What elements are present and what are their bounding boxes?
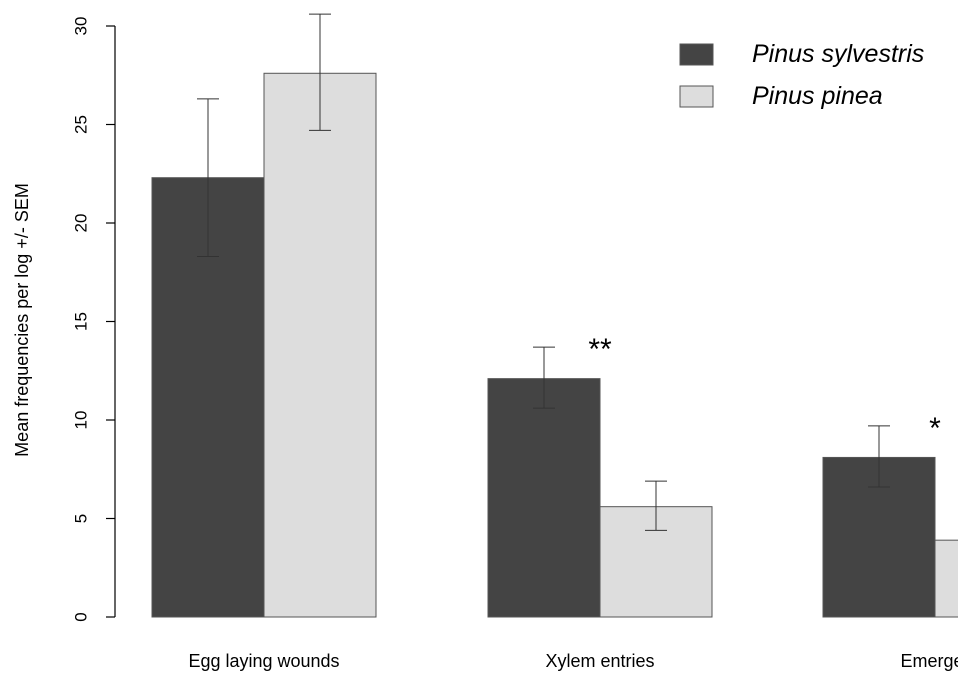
legend-swatch	[679, 43, 714, 66]
x-tick-label: Egg laying wounds	[188, 651, 339, 671]
significance-marker: **	[588, 333, 612, 366]
legend-swatch	[679, 85, 714, 108]
x-tick-label: Xylem entries	[545, 651, 654, 671]
y-axis-label: Mean frequencies per log +/- SEM	[12, 183, 32, 457]
bar-pinus-pinea	[263, 72, 377, 618]
y-tick-label: 15	[71, 312, 90, 331]
y-tick-label: 0	[71, 612, 90, 621]
y-tick-label: 10	[71, 411, 90, 430]
x-tick-labels: Egg laying wounds Xylem entries Emerger	[188, 651, 958, 671]
y-tick-label: 20	[71, 214, 90, 233]
bars	[151, 72, 958, 618]
legend-label: Pinus sylvestris	[752, 40, 924, 68]
bar-pinus-pinea	[934, 539, 958, 618]
legend-label: Pinus pinea	[752, 82, 883, 110]
significance-annotations: ***	[588, 333, 941, 445]
x-tick-label: Emerger	[900, 651, 958, 671]
y-axis: 0 5 10 15 20 25 30	[71, 17, 116, 622]
significance-marker: *	[929, 412, 941, 445]
y-tick-label: 30	[71, 17, 90, 36]
error-bars	[197, 13, 890, 531]
y-tick-label: 25	[71, 115, 90, 134]
legend: Pinus sylvestris Pinus pinea	[679, 40, 924, 110]
bar-pinus-sylvestris	[487, 378, 601, 618]
y-tick-label: 5	[71, 514, 90, 523]
